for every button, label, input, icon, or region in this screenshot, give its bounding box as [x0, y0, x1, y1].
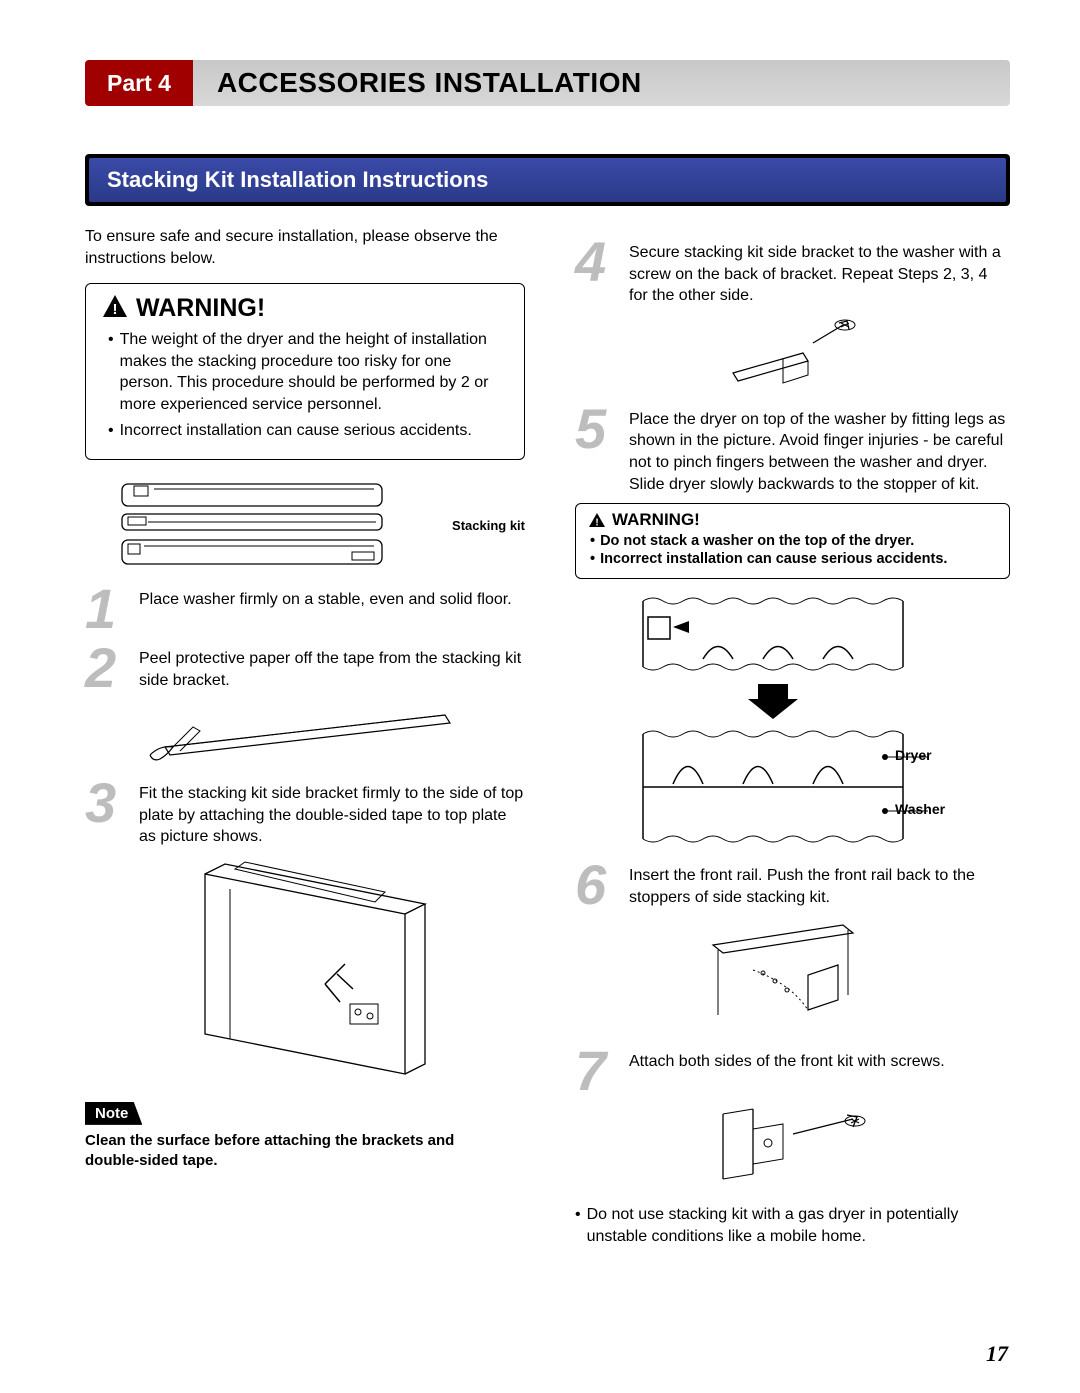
bottom-bullet: Do not use stacking kit with a gas dryer…: [575, 1204, 1010, 1247]
warning-label: WARNING!: [136, 294, 265, 323]
svg-text:!: !: [595, 518, 598, 529]
step-number-7: 7: [575, 1049, 615, 1094]
step-6: 6 Insert the front rail. Push the front …: [575, 863, 1010, 908]
step-2-text: Peel protective paper off the tape from …: [139, 646, 525, 691]
mini-warning-box: ! WARNING! Do not stack a washer on the …: [575, 503, 1010, 579]
warning-bullet-1: The weight of the dryer and the height o…: [120, 329, 508, 415]
step-number-3: 3: [85, 781, 125, 848]
warning-box: ! WARNING! The weight of the dryer and t…: [85, 283, 525, 460]
section-title-bar: Stacking Kit Installation Instructions: [85, 154, 1010, 206]
header-title: ACCESSORIES INSTALLATION: [193, 67, 642, 99]
step-1-text: Place washer firmly on a stable, even an…: [139, 587, 512, 632]
step-3-text: Fit the stacking kit side bracket firmly…: [139, 781, 525, 848]
mini-warning-label: WARNING!: [612, 510, 700, 530]
step-number-5: 5: [575, 407, 615, 495]
step-7-text: Attach both sides of the front kit with …: [629, 1049, 945, 1094]
step-2: 2 Peel protective paper off the tape fro…: [85, 646, 525, 691]
mini-warning-bullet-1: Do not stack a washer on the top of the …: [600, 532, 914, 550]
step-1: 1 Place washer firmly on a stable, even …: [85, 587, 525, 632]
step-number-1: 1: [85, 587, 125, 632]
step-number-4: 4: [575, 240, 615, 307]
step-7-figure: [575, 1099, 1010, 1194]
warning-icon: !: [102, 294, 128, 323]
svg-text:!: !: [113, 301, 118, 318]
step-6-text: Insert the front rail. Push the front ra…: [629, 863, 1010, 908]
note-text: Clean the surface before attaching the b…: [85, 1131, 485, 1172]
washer-label: Washer: [895, 801, 945, 817]
step-4-text: Secure stacking kit side bracket to the …: [629, 240, 1010, 307]
step-2-figure: [85, 697, 525, 767]
dryer-label: Dryer: [895, 747, 932, 763]
part-tab: Part 4: [85, 60, 193, 106]
mini-warning-bullet-2: Incorrect installation can cause serious…: [600, 550, 947, 568]
stacking-kit-figure: Stacking kit: [85, 478, 525, 573]
warning-bullets: The weight of the dryer and the height o…: [102, 329, 508, 441]
section-title: Stacking Kit Installation Instructions: [89, 158, 1006, 202]
page-header: Part 4 ACCESSORIES INSTALLATION: [85, 60, 1010, 106]
right-column: 4 Secure stacking kit side bracket to th…: [575, 226, 1010, 1248]
step-4-figure: [575, 313, 1010, 393]
step-5: 5 Place the dryer on top of the washer b…: [575, 407, 1010, 495]
step-3-figure: [85, 854, 525, 1084]
page-number: 17: [986, 1341, 1008, 1367]
step-4: 4 Secure stacking kit side bracket to th…: [575, 240, 1010, 307]
step-number-6: 6: [575, 863, 615, 908]
mini-warning-heading: ! WARNING!: [588, 510, 997, 530]
step-5-text: Place the dryer on top of the washer by …: [629, 407, 1010, 495]
intro-text: To ensure safe and secure installation, …: [85, 226, 505, 269]
stacking-kit-label: Stacking kit: [452, 518, 525, 533]
step-7: 7 Attach both sides of the front kit wit…: [575, 1049, 1010, 1094]
warning-bullet-2: Incorrect installation can cause serious…: [120, 420, 472, 442]
stacking-figure: Dryer Washer: [575, 589, 1010, 849]
step-3: 3 Fit the stacking kit side bracket firm…: [85, 781, 525, 848]
left-column: To ensure safe and secure installation, …: [85, 226, 525, 1248]
note-tab: Note: [85, 1102, 142, 1125]
step-number-2: 2: [85, 646, 125, 691]
step-6-figure: [575, 915, 1010, 1035]
bottom-bullet-text: Do not use stacking kit with a gas dryer…: [587, 1204, 1010, 1247]
warning-heading: ! WARNING!: [102, 294, 508, 323]
